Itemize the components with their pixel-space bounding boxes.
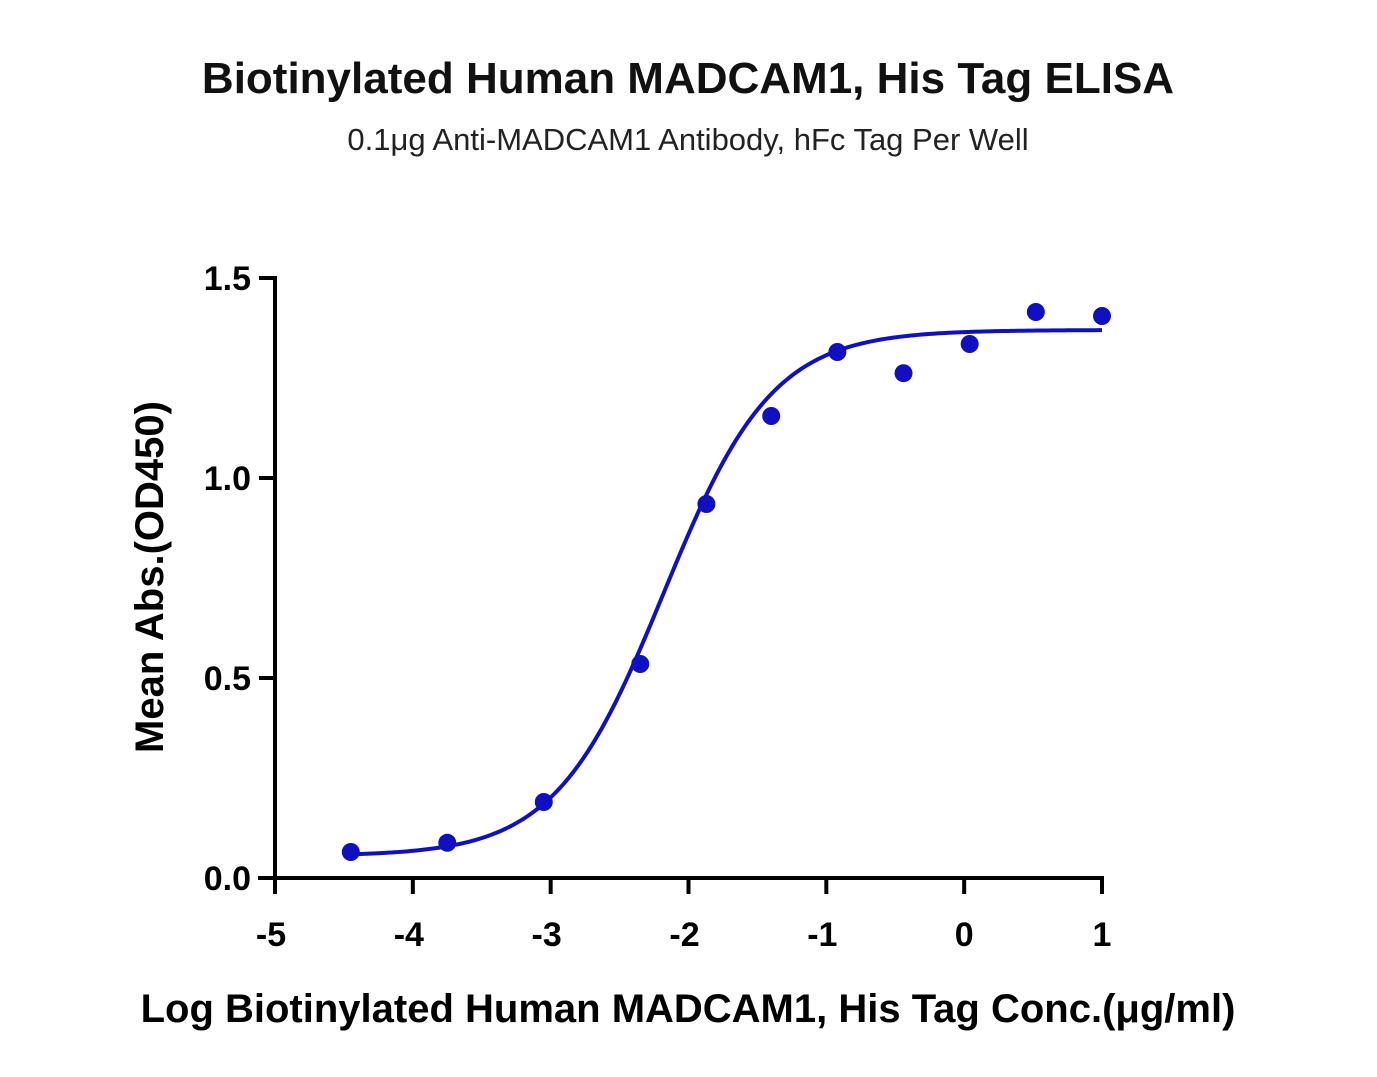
y-tick-label: 1.0 xyxy=(204,460,251,498)
data-point xyxy=(894,364,913,383)
axes xyxy=(258,276,1104,880)
y-axis-label: Mean Abs.(OD450) xyxy=(128,401,172,753)
y-tick-label: 0.0 xyxy=(204,860,251,898)
chart-subtitle: 0.1μg Anti-MADCAM1 Antibody, hFc Tag Per… xyxy=(347,122,1028,157)
ticks: -5 -4 -3 -2 -1 0 1 0.0 0.5 1.0 1.5 xyxy=(204,260,1112,954)
chart-title: Biotinylated Human MADCAM1, His Tag ELIS… xyxy=(202,54,1174,103)
data-point xyxy=(697,495,716,513)
data-point xyxy=(631,655,650,673)
y-tick-label: 0.5 xyxy=(204,660,251,698)
x-tick-label: -4 xyxy=(394,916,424,954)
data-point xyxy=(828,343,847,361)
data-point xyxy=(1026,303,1045,321)
x-tick-label: -5 xyxy=(256,916,286,954)
fit-curve xyxy=(350,328,1103,857)
y-tick-label: 1.5 xyxy=(204,260,251,298)
x-tick-label: 1 xyxy=(1093,916,1112,954)
data-point xyxy=(762,407,781,425)
x-axis-label: Log Biotinylated Human MADCAM1, His Tag … xyxy=(141,987,1236,1031)
data-point xyxy=(1093,307,1111,325)
data-points xyxy=(341,303,1111,861)
data-point xyxy=(341,843,360,861)
data-point xyxy=(960,335,979,353)
x-tick-label: -1 xyxy=(807,916,837,954)
data-point xyxy=(438,833,457,852)
x-tick-label: -2 xyxy=(669,916,699,954)
x-tick-label: -3 xyxy=(532,916,562,954)
x-tick-label: 0 xyxy=(955,916,974,954)
data-point xyxy=(534,793,553,811)
